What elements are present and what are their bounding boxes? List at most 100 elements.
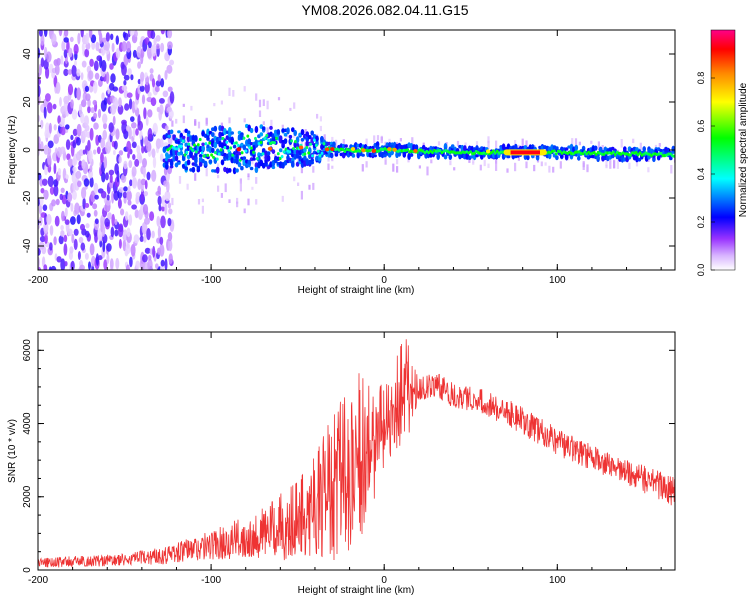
haze-cell bbox=[247, 198, 250, 206]
noise-cell bbox=[93, 60, 99, 72]
haze-cell bbox=[487, 136, 490, 144]
core-cell bbox=[313, 138, 316, 142]
noise-cell bbox=[122, 239, 127, 252]
haze-cell bbox=[300, 140, 303, 147]
noise-cell bbox=[92, 99, 98, 106]
noise-cell bbox=[164, 203, 168, 216]
noise-cell bbox=[72, 128, 78, 137]
haze-cell bbox=[247, 176, 250, 181]
core-cell bbox=[659, 151, 663, 156]
haze-cell bbox=[228, 199, 231, 203]
noise-cell bbox=[38, 223, 40, 230]
haze-cell bbox=[255, 177, 258, 184]
noise-cell bbox=[146, 141, 152, 152]
noise-cell bbox=[109, 63, 114, 70]
noise-cell bbox=[142, 204, 149, 215]
noise-cell bbox=[40, 34, 45, 46]
noise-cell bbox=[147, 109, 153, 118]
noise-cell bbox=[84, 252, 89, 260]
colorbar: 0.0 0.2 0.4 0.6 0.8 Normalized spectral ampl… bbox=[696, 29, 749, 276]
noise-cell bbox=[125, 125, 131, 132]
noise-cell bbox=[167, 217, 172, 227]
core-cell bbox=[473, 151, 476, 155]
noise-cell bbox=[127, 68, 132, 76]
noise-cell bbox=[129, 179, 133, 187]
band-cell bbox=[577, 156, 581, 161]
core-cell bbox=[254, 136, 257, 141]
x-tick-label: 100 bbox=[549, 275, 566, 286]
core-cell bbox=[282, 150, 286, 154]
noise-cell bbox=[164, 70, 168, 80]
noise-cell bbox=[65, 139, 71, 151]
noise-cell bbox=[155, 138, 162, 150]
haze-cell bbox=[201, 198, 204, 203]
noise-cell bbox=[76, 214, 81, 225]
noise-cell bbox=[54, 215, 60, 227]
x-tick-label: 100 bbox=[549, 575, 566, 586]
noise-cell bbox=[161, 195, 165, 207]
noise-cell bbox=[77, 32, 81, 45]
haze-cell bbox=[517, 154, 520, 161]
noise-cell bbox=[118, 155, 122, 164]
haze-cell bbox=[293, 102, 296, 109]
haze-cell bbox=[525, 161, 528, 169]
noise-cell bbox=[40, 119, 44, 129]
haze-cell bbox=[220, 193, 223, 198]
core-cell bbox=[229, 146, 233, 150]
band-cell bbox=[601, 155, 605, 162]
noise-cell bbox=[162, 90, 169, 98]
haze-cell bbox=[213, 103, 216, 107]
noise-cell bbox=[146, 46, 153, 59]
noise-cell bbox=[137, 120, 143, 131]
core-cell bbox=[238, 158, 242, 162]
noise-cell bbox=[166, 64, 173, 74]
noise-cell bbox=[38, 136, 41, 145]
haze-cell bbox=[258, 99, 262, 108]
band-cell bbox=[235, 168, 239, 173]
haze-cell bbox=[186, 183, 189, 190]
noise-cell bbox=[124, 103, 130, 111]
noise-cell bbox=[128, 98, 133, 110]
haze-cell bbox=[289, 107, 292, 111]
band-cell bbox=[271, 149, 276, 155]
band-cell bbox=[269, 125, 273, 130]
haze-cell bbox=[331, 136, 334, 145]
haze-cell bbox=[293, 176, 296, 182]
haze-cell bbox=[411, 137, 414, 146]
band-cell bbox=[310, 161, 315, 165]
core-cell bbox=[492, 149, 495, 153]
band-cell bbox=[351, 153, 356, 158]
noise-cell bbox=[58, 30, 63, 37]
band-cell bbox=[169, 129, 174, 135]
haze-cell bbox=[182, 103, 185, 107]
noise-cell bbox=[115, 128, 120, 140]
haze-cell bbox=[628, 162, 631, 169]
noise-cell bbox=[43, 30, 48, 38]
core-cell bbox=[181, 139, 185, 143]
noise-cell bbox=[94, 194, 99, 200]
noise-cell bbox=[108, 180, 115, 189]
band-cell bbox=[526, 154, 530, 161]
noise-cell bbox=[160, 30, 165, 35]
noise-cell bbox=[101, 225, 106, 237]
band-cell bbox=[198, 154, 203, 158]
noise-cell bbox=[123, 74, 130, 81]
core-cell bbox=[202, 154, 206, 158]
haze-cell bbox=[228, 117, 231, 124]
haze-cell bbox=[487, 140, 490, 150]
band-cell bbox=[383, 154, 387, 158]
core-cell bbox=[227, 149, 231, 153]
noise-cell bbox=[76, 68, 81, 77]
haze-cell bbox=[277, 97, 281, 101]
band-cell bbox=[414, 144, 419, 150]
noise-cell bbox=[76, 87, 81, 101]
noise-cell bbox=[107, 212, 112, 220]
core-cell bbox=[305, 145, 309, 150]
band-cell bbox=[237, 162, 242, 168]
haze-cell bbox=[540, 161, 543, 167]
noise-cell bbox=[105, 32, 110, 42]
band-cell bbox=[593, 145, 598, 151]
haze-cell bbox=[297, 182, 300, 186]
snr-x-axis: -200 -100 0 100 bbox=[28, 332, 662, 586]
